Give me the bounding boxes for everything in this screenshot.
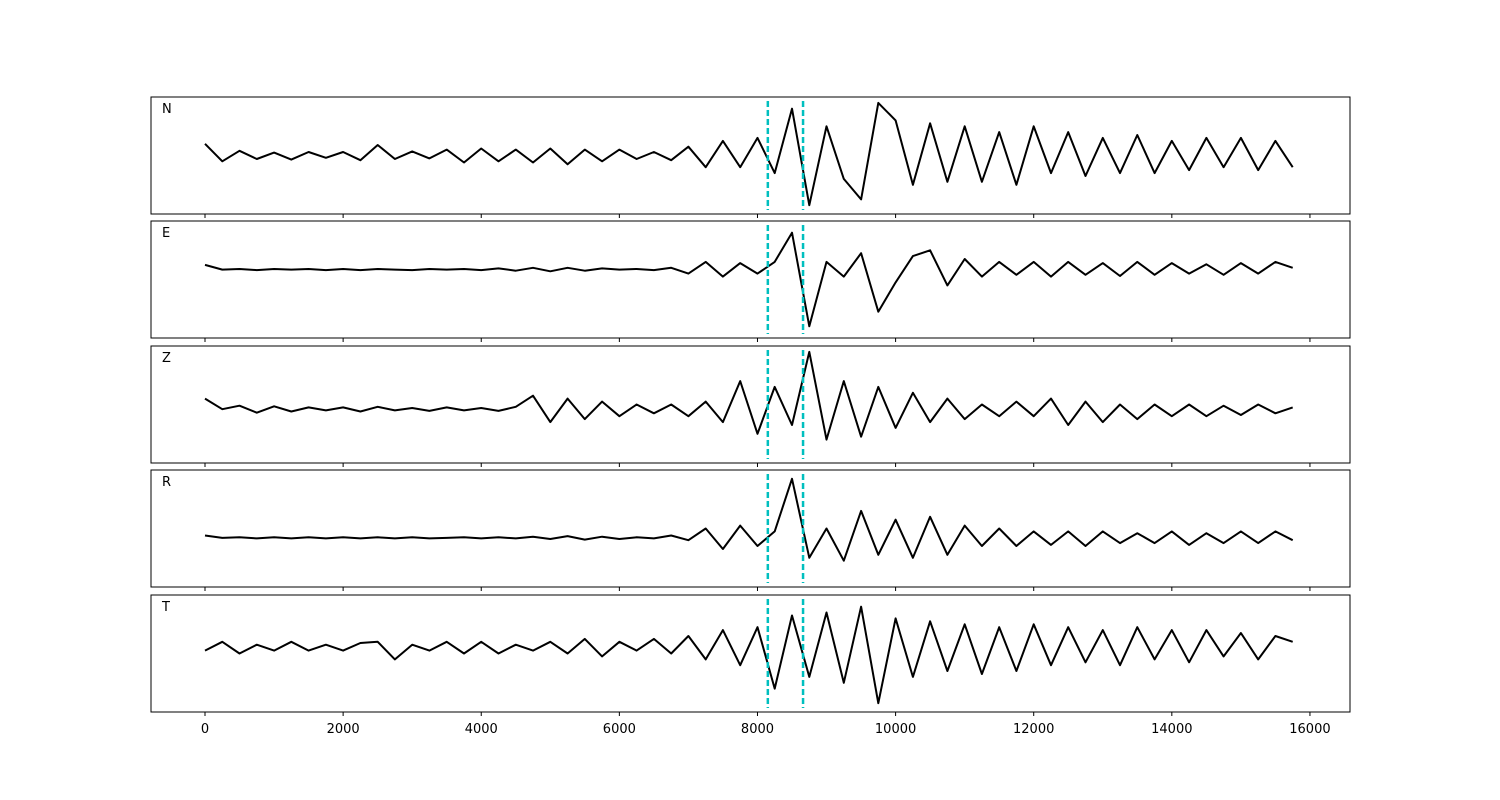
panel-label: Z — [162, 351, 171, 366]
panel-frame — [150, 345, 1351, 464]
panel-frame — [150, 96, 1351, 215]
trace — [204, 605, 1294, 705]
trace — [204, 477, 1294, 562]
trace — [204, 350, 1294, 441]
x-tick-label: 2000 — [327, 722, 360, 737]
x-tick-label: 4000 — [465, 722, 498, 737]
panel-frame — [150, 469, 1351, 588]
trace — [204, 231, 1294, 328]
x-tick-label: 12000 — [1013, 722, 1054, 737]
x-tick-label: 14000 — [1151, 722, 1192, 737]
panel-label: E — [162, 226, 170, 241]
x-tick-label: 16000 — [1289, 722, 1330, 737]
panel-frame — [150, 594, 1351, 713]
panel-frame — [150, 220, 1351, 339]
trace — [204, 101, 1294, 207]
panel-label: T — [161, 600, 170, 615]
x-tick-label: 6000 — [603, 722, 636, 737]
x-tick-label: 8000 — [741, 722, 774, 737]
panel-label: R — [162, 475, 171, 490]
x-tick-label: 0 — [201, 722, 209, 737]
panel-label: N — [162, 102, 172, 117]
x-tick-label: 10000 — [875, 722, 916, 737]
